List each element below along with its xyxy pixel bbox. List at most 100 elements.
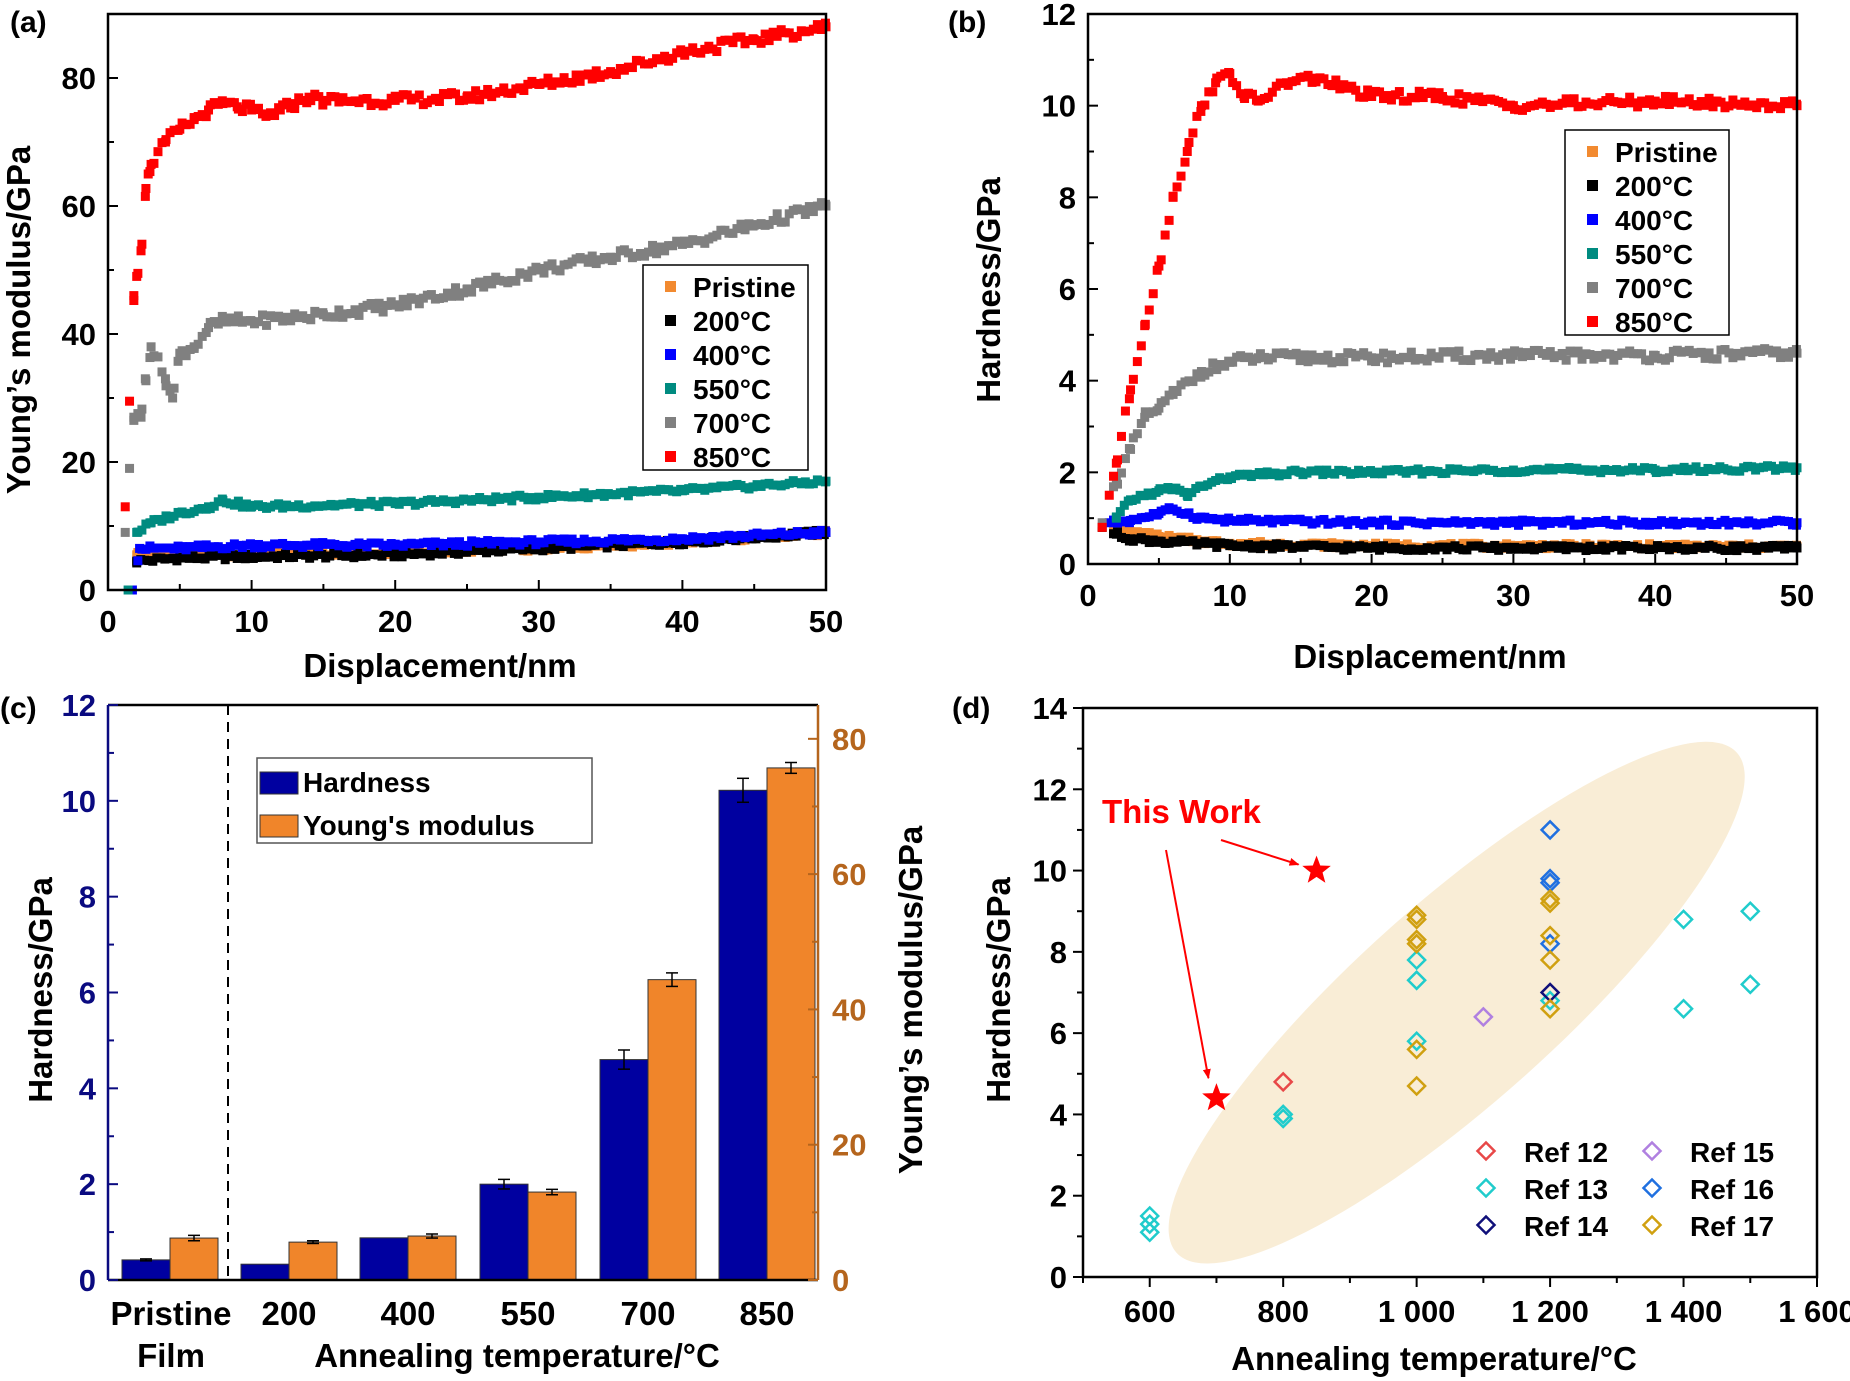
y-tick-label: 40 [62,317,96,352]
data-marker [1196,106,1206,116]
legend-label: Ref 17 [1690,1211,1774,1242]
data-marker [1482,354,1492,364]
data-marker [1319,514,1329,524]
data-point [1406,909,1427,930]
x-tick-label: 1 600 [1778,1294,1850,1329]
data-marker [1545,347,1555,357]
data-marker [1502,348,1512,358]
y-tick-label: 60 [62,189,96,224]
x-tick-label: 40 [1638,578,1672,613]
data-marker [245,99,255,109]
data-point [1211,78,1221,88]
data-marker [290,104,300,114]
data-marker [1132,429,1142,439]
data-marker [1422,356,1432,366]
data-marker [1454,89,1464,99]
data-marker [1684,94,1694,104]
bar-hardness [121,1259,171,1281]
category-label: Pristine [110,1295,231,1332]
data-marker [1208,87,1218,97]
data-marker [1430,94,1440,104]
x-tick-label: 30 [522,604,556,639]
data-marker [1494,355,1504,365]
data-marker [1140,319,1150,329]
data-marker [1645,95,1655,105]
data-marker [1704,348,1714,358]
data-marker [579,488,589,498]
data-marker [1136,418,1146,428]
data-marker [652,249,662,259]
data-marker [1772,346,1782,356]
data-marker [1176,171,1186,181]
y-tick-label: 6 [1050,1016,1067,1051]
x-tick-label: 30 [1496,578,1530,613]
legend-marker [1587,282,1598,293]
data-marker [382,99,392,109]
data-marker [185,119,195,129]
legend-marker [665,383,676,394]
y-tick-label: 80 [62,61,96,96]
x-tick-label: 10 [1213,578,1247,613]
legend-marker [1641,1177,1663,1199]
x-tick-label: 20 [378,604,412,639]
data-marker [141,376,151,386]
legend-marker [1475,1177,1497,1199]
data-point [1272,1071,1294,1093]
data-marker [1228,357,1238,367]
data-point [1406,1031,1427,1052]
bar-hardness [359,1237,409,1281]
bar-young-s-modulus [527,1191,577,1281]
data-marker [1375,353,1385,363]
x-tick-label: 1 000 [1378,1294,1456,1329]
data-marker [1109,471,1119,481]
data-point [1539,892,1561,914]
data-marker [567,534,577,544]
data-marker [1184,137,1194,147]
data-marker [1152,406,1162,416]
y-tick-label: 0 [1050,1260,1067,1295]
legend-marker [665,451,676,462]
data-marker [1577,354,1587,364]
legend-label: 200°C [1615,171,1693,202]
data-marker [201,112,211,122]
data-marker [1474,92,1484,102]
data-marker [1299,350,1309,360]
data-marker [1406,347,1416,357]
data-marker [1112,455,1122,465]
data-marker [137,404,147,414]
data-marker [1295,356,1305,366]
data-marker [398,294,408,304]
data-marker [161,135,171,145]
data-marker [1514,520,1524,530]
data-point [1406,933,1427,954]
data-marker [463,541,473,551]
legend-box [256,757,593,844]
data-point [1406,970,1427,991]
data-marker [370,304,380,314]
data-point [140,191,150,201]
data-point [1406,929,1427,950]
legend-marker [665,349,676,360]
arrow-to-700 [1165,849,1211,1080]
data-marker [229,98,239,108]
data-marker [1708,102,1718,112]
data-point [1740,974,1761,995]
data-marker [583,69,593,79]
data-marker [1291,348,1301,358]
data-marker [1506,354,1516,364]
data-marker [812,20,822,30]
data-point [146,342,156,352]
data-point [1139,1222,1160,1243]
data-marker [1732,546,1742,556]
data-marker [1790,465,1800,475]
data-marker [314,92,324,102]
data-marker [539,268,549,278]
data-marker [1573,346,1583,356]
data-marker [258,310,268,320]
data-marker [434,96,444,106]
data-marker [129,415,139,425]
left-y-tick-label: 6 [79,976,96,1011]
data-marker [772,209,782,219]
legend-marker [1641,1140,1663,1162]
data-marker [623,248,633,258]
